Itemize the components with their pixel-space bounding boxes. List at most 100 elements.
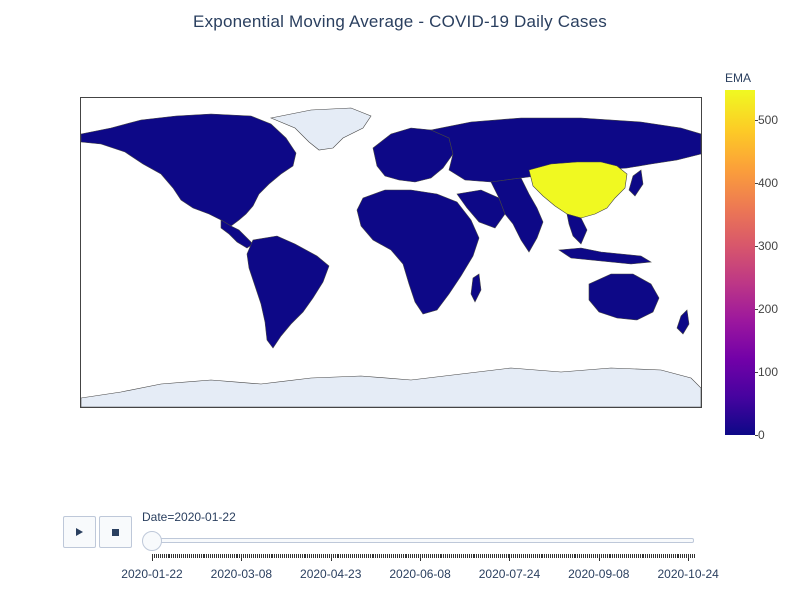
slider-minor-tick <box>423 554 425 558</box>
colorbar-tickmark <box>755 120 758 122</box>
slider-minor-tick <box>361 554 363 558</box>
slider-minor-tick <box>350 554 352 558</box>
slider-minor-tick <box>342 554 344 558</box>
colorbar-tick-label: 300 <box>758 239 779 254</box>
slider-minor-tick <box>272 554 274 558</box>
slider-minor-tick <box>249 554 251 558</box>
stop-button[interactable] <box>99 516 132 548</box>
africa[interactable] <box>356 189 480 315</box>
central-america[interactable] <box>220 219 254 249</box>
slider-minor-tick <box>429 554 431 558</box>
colorbar <box>725 90 755 435</box>
slider-minor-tick <box>175 554 177 558</box>
north-asia[interactable] <box>430 117 701 183</box>
slider-minor-tick <box>204 554 206 558</box>
slider-minor-tick <box>437 554 439 558</box>
slider-minor-tick <box>575 554 577 558</box>
slider-minor-tick <box>585 554 587 558</box>
slider-minor-tick <box>460 554 462 558</box>
slider-minor-tick <box>400 554 402 558</box>
south-america[interactable] <box>246 235 330 349</box>
southeast-asia[interactable] <box>566 213 588 245</box>
slider-minor-tick <box>616 554 618 558</box>
slider-minor-tick <box>192 554 194 558</box>
slider-minor-tick <box>196 554 198 558</box>
australia[interactable] <box>588 273 660 321</box>
slider-minor-tick <box>425 554 427 558</box>
slider-minor-tick <box>608 554 610 558</box>
slider-minor-tick <box>431 554 433 558</box>
slider-minor-tick <box>614 554 616 558</box>
slider-handle[interactable] <box>142 531 162 551</box>
slider-minor-tick <box>445 554 447 558</box>
north-america[interactable] <box>81 113 297 227</box>
world-map[interactable] <box>80 97 702 408</box>
slider-minor-tick <box>295 554 297 558</box>
slider-minor-tick <box>633 554 635 558</box>
antarctica[interactable] <box>81 367 701 407</box>
colorbar-tick-label: 0 <box>758 428 765 442</box>
slider-minor-tick <box>171 554 173 558</box>
slider-minor-tick <box>466 554 468 558</box>
slider-minor-tick <box>198 554 200 558</box>
slider-minor-tick <box>418 554 420 558</box>
slider-minor-tick <box>235 554 237 558</box>
slider-minor-tick <box>396 554 398 558</box>
slider-tick-label: 2020-01-22 <box>121 567 183 581</box>
slider-minor-tick <box>284 554 286 558</box>
arabia[interactable] <box>456 189 506 229</box>
slider-minor-tick <box>544 554 546 558</box>
slider-minor-tick <box>612 554 614 558</box>
slider-minor-tick <box>365 554 367 558</box>
slider-minor-tick <box>394 554 396 558</box>
colorbar-title: EMA <box>725 71 752 85</box>
slider-minor-tick <box>344 554 346 558</box>
colorbar-tickmark <box>755 246 758 248</box>
slider-minor-tick <box>398 554 400 558</box>
madagascar[interactable] <box>470 273 482 303</box>
slider-minor-tick <box>571 554 573 558</box>
slider-minor-tick <box>190 554 192 558</box>
slider-minor-tick <box>624 554 626 558</box>
slider-minor-tick <box>478 554 480 558</box>
slider-minor-tick <box>456 554 458 558</box>
slider-minor-tick <box>505 554 507 558</box>
slider-minor-tick <box>441 554 443 558</box>
slider-major-tick <box>509 554 511 561</box>
slider-minor-tick <box>338 554 340 558</box>
new-zealand[interactable] <box>676 309 690 335</box>
slider-minor-tick <box>408 554 410 558</box>
slider-minor-tick <box>278 554 280 558</box>
slider-minor-tick <box>177 554 179 558</box>
slider-minor-tick <box>589 554 591 558</box>
slider-track[interactable] <box>152 538 694 543</box>
china[interactable] <box>528 161 628 219</box>
slider-minor-tick <box>315 554 317 558</box>
indonesia[interactable] <box>558 247 652 265</box>
slider-minor-tick <box>326 554 328 558</box>
slider-minor-tick <box>336 554 338 558</box>
slider-minor-tick <box>659 554 661 558</box>
japan[interactable] <box>628 169 644 197</box>
play-button[interactable] <box>63 516 96 548</box>
slider-minor-tick <box>666 554 668 558</box>
slider-minor-tick <box>307 554 309 558</box>
slider-minor-tick <box>225 554 227 558</box>
slider-minor-tick <box>264 554 266 558</box>
slider-minor-tick <box>218 554 220 558</box>
slider-minor-tick <box>427 554 429 558</box>
slider-minor-tick <box>433 554 435 558</box>
slider-tick-label: 2020-03-08 <box>210 567 273 581</box>
south-asia[interactable] <box>490 177 544 253</box>
greenland[interactable] <box>269 107 372 151</box>
stop-icon <box>112 528 119 536</box>
slider-minor-tick <box>692 554 694 558</box>
slider-minor-tick <box>185 554 187 558</box>
europe[interactable] <box>372 127 454 183</box>
slider-minor-tick <box>651 554 653 558</box>
slider-minor-tick <box>206 554 208 558</box>
slider-minor-tick <box>662 554 664 558</box>
slider-minor-tick <box>239 554 241 558</box>
slider-minor-tick <box>216 554 218 558</box>
slider-minor-tick <box>511 554 513 558</box>
